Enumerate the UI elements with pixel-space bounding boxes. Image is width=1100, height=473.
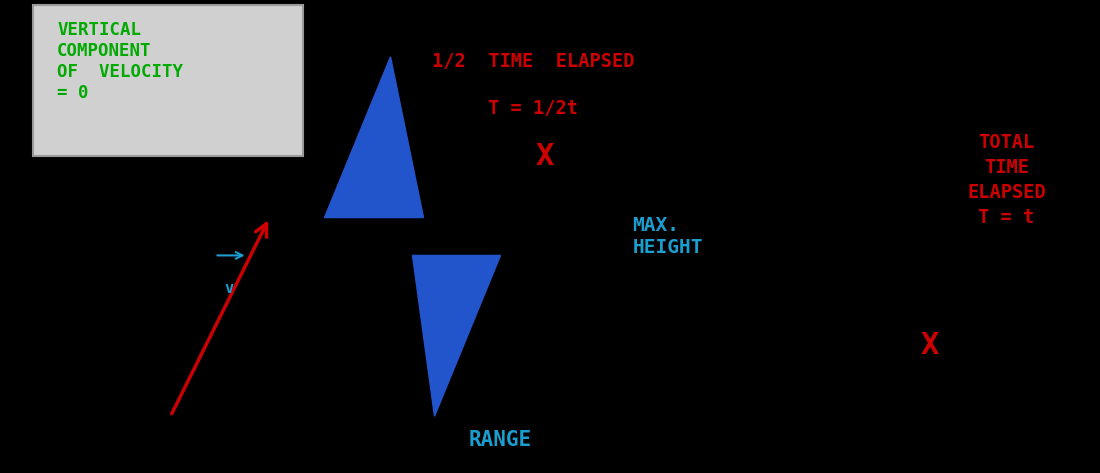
Text: VERTICAL
COMPONENT
OF  VELOCITY
= 0: VERTICAL COMPONENT OF VELOCITY = 0 [57, 21, 184, 102]
Text: TOTAL
TIME
ELAPSED
T = t: TOTAL TIME ELAPSED T = t [967, 133, 1046, 227]
Text: 1/2  TIME  ELAPSED: 1/2 TIME ELAPSED [432, 52, 635, 71]
Text: X: X [536, 141, 553, 171]
Text: T = 1/2t: T = 1/2t [488, 99, 579, 118]
FancyBboxPatch shape [33, 5, 302, 156]
Polygon shape [412, 255, 500, 416]
Text: X: X [921, 331, 938, 360]
Text: MAX.
HEIGHT: MAX. HEIGHT [632, 216, 703, 257]
Text: v: v [224, 281, 233, 296]
Text: RANGE: RANGE [469, 430, 532, 450]
Polygon shape [324, 57, 424, 218]
